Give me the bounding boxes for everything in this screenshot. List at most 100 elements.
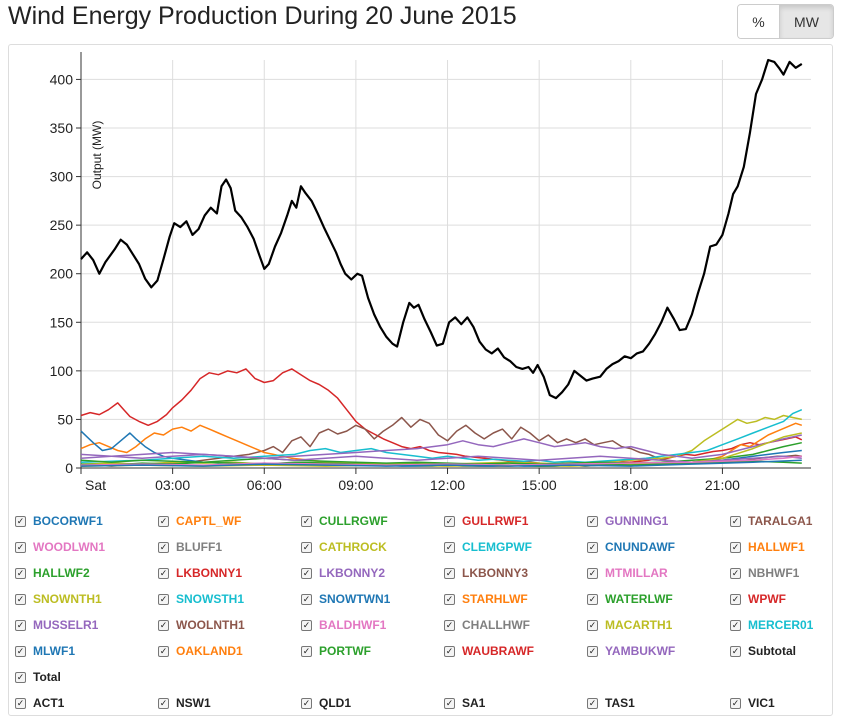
legend-label: VIC1 [748,696,775,710]
legend-item-baldhwf1[interactable]: ✓ BALDHWF1 [301,616,386,634]
legend-item-cnundawf[interactable]: ✓ CNUNDAWF [587,538,675,556]
legend-item-captl-wf[interactable]: ✓ CAPTL_WF [158,512,241,530]
legend-item-waubrawf[interactable]: ✓ WAUBRAWF [444,642,534,660]
legend-item-wpwf[interactable]: ✓ WPWF [730,590,786,608]
legend-checkbox[interactable]: ✓ [301,645,312,657]
legend-item-gullrwf1[interactable]: ✓ GULLRWF1 [444,512,528,530]
legend-checkbox[interactable]: ✓ [15,697,26,709]
legend-checkbox[interactable]: ✓ [587,541,598,553]
legend-checkbox[interactable]: ✓ [301,593,312,605]
legend-checkbox[interactable]: ✓ [15,593,26,605]
legend-item-tas1[interactable]: ✓ TAS1 [587,694,635,712]
legend-item-subtotal[interactable]: ✓ Subtotal [730,642,796,660]
legend-checkbox[interactable]: ✓ [158,619,169,631]
legend-item-woolnth1[interactable]: ✓ WOOLNTH1 [158,616,245,634]
series-line-wpwf [80,368,803,465]
legend-label: BALDHWF1 [319,618,387,632]
legend-item-taralga1[interactable]: ✓ TARALGA1 [730,512,812,530]
legend-checkbox[interactable]: ✓ [730,515,741,527]
legend-checkbox[interactable]: ✓ [301,697,312,709]
legend-checkbox[interactable]: ✓ [730,541,741,553]
legend-item-waterlwf[interactable]: ✓ WATERLWF [587,590,673,608]
legend-checkbox[interactable]: ✓ [15,515,26,527]
legend-checkbox[interactable]: ✓ [158,593,169,605]
legend-item-portwf[interactable]: ✓ PORTWF [301,642,371,660]
legend-checkbox[interactable]: ✓ [15,645,26,657]
legend-checkbox[interactable]: ✓ [444,697,455,709]
legend-checkbox[interactable]: ✓ [15,619,26,631]
legend-item-clemgpwf[interactable]: ✓ CLEMGPWF [444,538,532,556]
legend-item-gunning1[interactable]: ✓ GUNNING1 [587,512,668,530]
legend-checkbox[interactable]: ✓ [15,567,26,579]
legend-checkbox[interactable]: ✓ [444,567,455,579]
legend-checkbox[interactable]: ✓ [587,515,598,527]
legend-item-challhwf[interactable]: ✓ CHALLHWF [444,616,530,634]
legend-item-lkbonny3[interactable]: ✓ LKBONNY3 [444,564,528,582]
legend-checkbox[interactable]: ✓ [301,515,312,527]
legend-item-hallwf2[interactable]: ✓ HALLWF2 [15,564,90,582]
legend-item-vic1[interactable]: ✓ VIC1 [730,694,775,712]
x-tick-label: 12:00 [430,477,465,493]
legend-label: HALLWF1 [748,540,805,554]
legend-item-sa1[interactable]: ✓ SA1 [444,694,485,712]
legend-item-snowsth1[interactable]: ✓ SNOWSTH1 [158,590,244,608]
legend-checkbox[interactable]: ✓ [158,515,169,527]
legend-checkbox[interactable]: ✓ [444,515,455,527]
legend-item-cathrock[interactable]: ✓ CATHROCK [301,538,387,556]
y-tick-label: 400 [50,71,74,87]
x-tick-label: 06:00 [247,477,282,493]
legend-item-act1[interactable]: ✓ ACT1 [15,694,64,712]
legend-item-nbhwf1[interactable]: ✓ NBHWF1 [730,564,799,582]
legend-checkbox[interactable]: ✓ [587,567,598,579]
grid-lines [81,60,811,469]
legend-checkbox[interactable]: ✓ [158,645,169,657]
legend-checkbox[interactable]: ✓ [587,593,598,605]
legend-label: CHALLHWF [462,618,530,632]
legend-item-mlwf1[interactable]: ✓ MLWF1 [15,642,75,660]
legend-checkbox[interactable]: ✓ [587,645,598,657]
legend-checkbox[interactable]: ✓ [301,541,312,553]
legend-checkbox[interactable]: ✓ [301,619,312,631]
legend-item-qld1[interactable]: ✓ QLD1 [301,694,351,712]
legend-item-musselr1[interactable]: ✓ MUSSELR1 [15,616,98,634]
legend-item-starhlwf[interactable]: ✓ STARHLWF [444,590,528,608]
legend-item-mtmillar[interactable]: ✓ MTMILLAR [587,564,668,582]
legend-checkbox[interactable]: ✓ [15,541,26,553]
legend-checkbox[interactable]: ✓ [301,567,312,579]
legend-item-snownth1[interactable]: ✓ SNOWNTH1 [15,590,102,608]
legend-checkbox[interactable]: ✓ [730,645,741,657]
legend-item-macarth1[interactable]: ✓ MACARTH1 [587,616,672,634]
legend-item-hallwf1[interactable]: ✓ HALLWF1 [730,538,805,556]
legend-item-lkbonny1[interactable]: ✓ LKBONNY1 [158,564,242,582]
legend-label: TARALGA1 [748,514,813,528]
legend-checkbox[interactable]: ✓ [444,619,455,631]
legend-checkbox[interactable]: ✓ [730,593,741,605]
legend-item-oakland1[interactable]: ✓ OAKLAND1 [158,642,243,660]
legend-checkbox[interactable]: ✓ [444,593,455,605]
legend-item-yambukwf[interactable]: ✓ YAMBUKWF [587,642,675,660]
legend-item-total[interactable]: ✓ Total [15,668,61,686]
legend-checkbox[interactable]: ✓ [730,567,741,579]
unit-toggle: % MW [737,4,834,39]
legend-checkbox[interactable]: ✓ [444,541,455,553]
legend-item-snowtwn1[interactable]: ✓ SNOWTWN1 [301,590,390,608]
legend-label: MLWF1 [33,644,75,658]
legend-checkbox[interactable]: ✓ [444,645,455,657]
legend-item-bluff1[interactable]: ✓ BLUFF1 [158,538,222,556]
legend-item-bocorwf1[interactable]: ✓ BOCORWF1 [15,512,103,530]
legend-checkbox[interactable]: ✓ [730,619,741,631]
legend-checkbox[interactable]: ✓ [730,697,741,709]
percent-button[interactable]: % [738,5,780,38]
legend-item-lkbonny2[interactable]: ✓ LKBONNY2 [301,564,385,582]
legend-checkbox[interactable]: ✓ [587,619,598,631]
legend-checkbox[interactable]: ✓ [158,541,169,553]
legend-item-nsw1[interactable]: ✓ NSW1 [158,694,211,712]
legend-item-cullrgwf[interactable]: ✓ CULLRGWF [301,512,388,530]
legend-checkbox[interactable]: ✓ [587,697,598,709]
legend-checkbox[interactable]: ✓ [158,567,169,579]
mw-button[interactable]: MW [780,5,833,38]
legend-checkbox[interactable]: ✓ [15,671,26,683]
legend-item-woodlwn1[interactable]: ✓ WOODLWN1 [15,538,105,556]
legend-item-mercer01[interactable]: ✓ MERCER01 [730,616,813,634]
legend-checkbox[interactable]: ✓ [158,697,169,709]
